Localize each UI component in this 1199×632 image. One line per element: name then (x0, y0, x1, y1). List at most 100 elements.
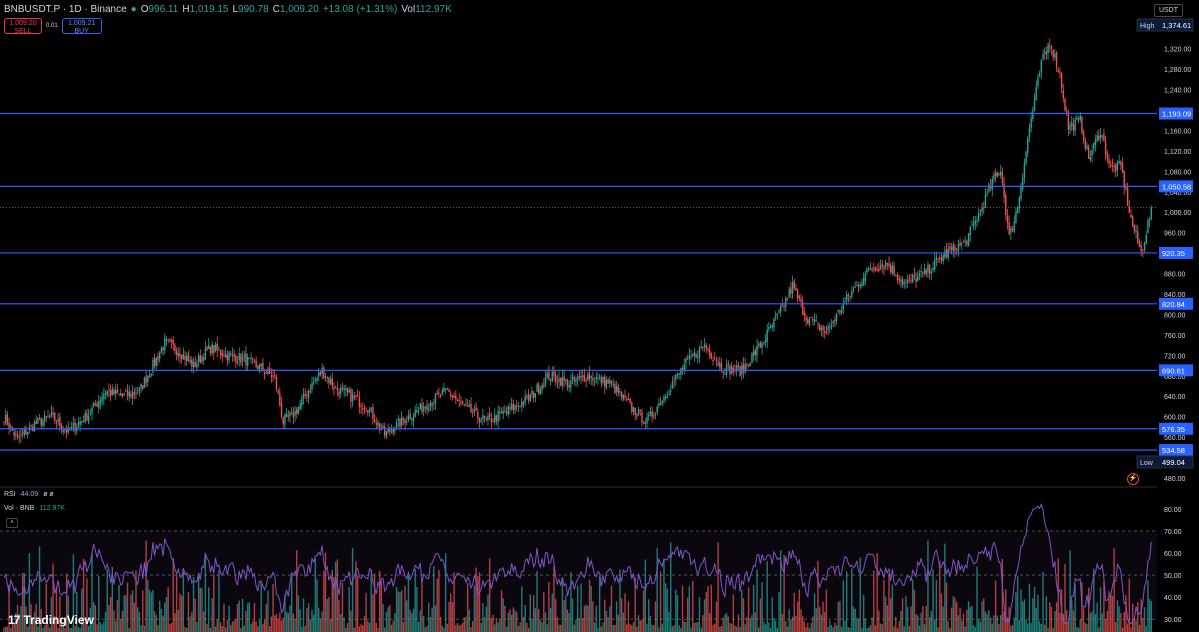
candle-body (1010, 227, 1012, 233)
candle-body (864, 273, 867, 281)
candle-body (835, 313, 838, 322)
volume-bar (309, 619, 311, 632)
volume-bar (681, 585, 684, 632)
volume-bar (490, 617, 493, 632)
volume-bar (59, 596, 61, 632)
alert-bolt-icon[interactable]: ⚡ (1127, 473, 1139, 485)
candle-body (59, 417, 61, 427)
candle-body (888, 263, 890, 266)
candle-body (952, 244, 955, 252)
candle-body (362, 408, 364, 410)
volume-bar (147, 579, 149, 632)
candle-body (407, 415, 410, 421)
candle-body (208, 344, 210, 349)
volume-bar (221, 626, 223, 632)
candle-body (593, 381, 596, 383)
volume-bar (868, 627, 870, 632)
volume-bar (945, 582, 948, 632)
candle-body (908, 277, 911, 279)
candle-body (648, 415, 650, 417)
candle-body (109, 390, 112, 396)
volume-bar (561, 577, 564, 632)
volume-bar (131, 590, 134, 632)
volume-bar (654, 601, 657, 632)
candle-body (1089, 157, 1092, 160)
volume-bar (663, 559, 665, 632)
volume-bar (448, 602, 450, 632)
volume-bar (323, 570, 325, 632)
symbol-title[interactable]: BNBUSDT.P · 1D · Binance (4, 4, 127, 15)
volume-bar (213, 574, 215, 632)
price-tick-label: 760.00 (1164, 333, 1186, 340)
rsi-legend[interactable]: RSI 44.09 ø ø (4, 491, 54, 498)
candle-body (766, 329, 768, 342)
candle-body (368, 408, 371, 413)
volume-bar (436, 578, 438, 632)
volume-bar (901, 598, 904, 632)
candle-body (756, 345, 758, 356)
candle-body (153, 358, 156, 366)
candle-body (874, 267, 877, 272)
volume-legend[interactable]: Vol · BNB 112.97K (4, 505, 65, 512)
candle-body (424, 407, 427, 409)
volume-bar (196, 621, 198, 632)
volume-bar (439, 616, 442, 632)
volume-bar (235, 618, 237, 632)
candle-body (1079, 115, 1081, 121)
candle-body (749, 362, 751, 366)
currency-selector[interactable]: USDT (1153, 4, 1183, 17)
candle-body (1032, 110, 1034, 119)
candle-body (1060, 72, 1063, 89)
buy-price: 1,009.21 (68, 20, 96, 27)
horizontal-levels (0, 112, 1157, 451)
volume-bar (394, 613, 396, 632)
volume-bar (4, 626, 7, 632)
volume-bar (588, 579, 591, 632)
volume-bar (333, 576, 335, 632)
volume-bar (830, 625, 833, 632)
candle-body (605, 380, 608, 388)
volume-bar (639, 620, 641, 632)
volume-bar (434, 605, 437, 632)
buy-button[interactable]: 1,009.21 BUY (61, 18, 102, 35)
volume-bar (1099, 587, 1102, 632)
volume-bar (184, 626, 186, 632)
volume-bar (646, 623, 648, 632)
candle-body (35, 421, 37, 424)
candle-body (981, 207, 983, 212)
volume-bar (849, 627, 851, 632)
axis-background (1157, 0, 1199, 632)
candle-body (77, 422, 80, 428)
collapse-chevron-icon[interactable]: ˄ (6, 518, 18, 528)
candle-body (629, 398, 631, 403)
candle-body (94, 403, 97, 405)
candle-body (656, 406, 658, 413)
candle-body (98, 401, 100, 409)
volume-bar (23, 573, 26, 632)
volume-bar (1057, 558, 1059, 632)
candle-body (164, 337, 166, 351)
volume-bar (582, 618, 584, 632)
volume-bar (1096, 602, 1098, 632)
candle-body (1145, 234, 1147, 244)
volume-bar (744, 624, 746, 632)
candle-body (761, 343, 763, 348)
candle-body (148, 375, 151, 378)
sell-button[interactable]: 1,009.20 SELL (4, 18, 42, 35)
candle-body (712, 360, 714, 362)
volume-bar (417, 621, 420, 632)
candle-body (191, 359, 193, 367)
volume-bar (460, 624, 462, 632)
volume-bar (236, 604, 239, 632)
candle-body (583, 375, 586, 382)
volume-bar (993, 615, 995, 632)
low-badge-bg (1136, 455, 1194, 469)
candle-body (736, 365, 738, 372)
volume-bar (720, 625, 723, 632)
volume-bar (620, 598, 623, 632)
volume-bar (912, 579, 914, 632)
candle-body (866, 268, 868, 273)
candle-body (758, 343, 760, 345)
volume-bar (160, 609, 163, 632)
